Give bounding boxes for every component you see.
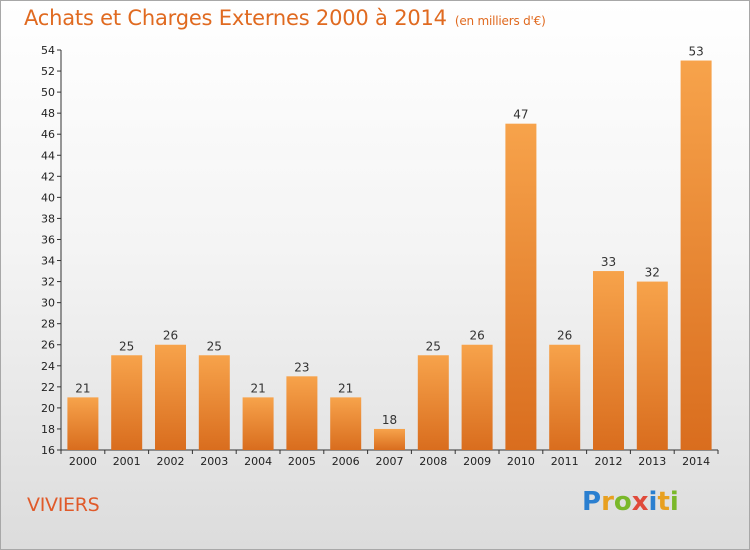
- bar-value-label: 18: [382, 413, 397, 427]
- x-tick-label: 2009: [463, 455, 491, 468]
- chart-title: Achats et Charges Externes 2000 à 2014 (e…: [24, 6, 546, 30]
- x-tick-label: 2014: [682, 455, 710, 468]
- logo-letter: x: [631, 487, 649, 517]
- y-tick-label: 16: [41, 444, 55, 457]
- x-tick-label: 2002: [157, 455, 185, 468]
- bar: [242, 397, 274, 450]
- bar-value-label: 32: [645, 266, 660, 280]
- bar: [680, 60, 712, 451]
- bar-value-label: 21: [338, 381, 353, 395]
- y-tick-label: 30: [41, 297, 55, 310]
- proxiti-logo[interactable]: Proxiti: [582, 487, 679, 517]
- bar-value-label: 33: [601, 255, 616, 269]
- logo-letter: o: [613, 487, 632, 517]
- x-tick-label: 2008: [419, 455, 447, 468]
- y-tick-label: 34: [41, 255, 55, 268]
- x-tick-label: 2004: [244, 455, 272, 468]
- logo-letter: i: [648, 487, 658, 517]
- bar: [374, 428, 405, 450]
- y-tick-label: 24: [41, 360, 55, 373]
- bar: [155, 344, 186, 450]
- bar-value-label: 26: [557, 329, 572, 343]
- y-tick-label: 28: [41, 318, 55, 331]
- bar: [636, 281, 668, 450]
- y-tick-label: 38: [41, 212, 55, 225]
- y-tick-label: 54: [41, 44, 55, 57]
- y-tick-label: 44: [41, 149, 55, 162]
- logo-letter: t: [657, 487, 670, 517]
- x-tick-label: 2010: [507, 455, 535, 468]
- bar: [505, 123, 537, 451]
- x-tick-label: 2001: [113, 455, 141, 468]
- y-tick-label: 22: [41, 381, 55, 394]
- bar: [111, 355, 143, 450]
- bar: [549, 344, 581, 450]
- logo-letter: r: [601, 487, 614, 517]
- logo-letter: i: [669, 487, 679, 517]
- y-tick-label: 20: [41, 402, 55, 415]
- bar: [67, 397, 99, 450]
- x-tick-label: 2011: [551, 455, 579, 468]
- y-tick-label: 42: [41, 170, 55, 183]
- y-tick-label: 40: [41, 191, 55, 204]
- city-name: VIVIERS: [27, 494, 100, 516]
- chart-title-text: Achats et Charges Externes 2000 à 2014: [24, 6, 447, 30]
- bar: [417, 355, 449, 450]
- y-tick-label: 48: [41, 107, 55, 120]
- bars: 21 25 26 25 21 23 21 18 25 26 47 26 33 32 53: [67, 45, 712, 451]
- logo-letter: P: [582, 487, 602, 517]
- chart-unit: (en milliers d'€): [454, 14, 546, 28]
- x-tick-label: 2003: [200, 455, 228, 468]
- bar-value-label: 25: [426, 339, 441, 353]
- x-tick-label: 2006: [332, 455, 360, 468]
- bar-value-label: 21: [75, 381, 90, 395]
- bar-value-label: 47: [513, 108, 528, 122]
- x-tick-label: 2012: [595, 455, 623, 468]
- bar-value-label: 21: [250, 381, 265, 395]
- y-tick-label: 52: [41, 65, 55, 78]
- bar-value-label: 23: [294, 360, 309, 374]
- bar-value-label: 25: [119, 339, 134, 353]
- bar: [461, 344, 493, 450]
- bar-value-label: 25: [207, 339, 222, 353]
- y-tick-label: 18: [41, 423, 55, 436]
- x-tick-label: 2013: [638, 455, 666, 468]
- x-tick-label: 2005: [288, 455, 316, 468]
- bar: [330, 397, 362, 450]
- y-tick-label: 26: [41, 339, 55, 352]
- y-tick-label: 36: [41, 233, 55, 246]
- x-tick-label: 2007: [376, 455, 404, 468]
- bar-value-label: 26: [163, 329, 178, 343]
- y-tick-label: 32: [41, 276, 55, 289]
- bar: [593, 271, 624, 450]
- bar: [198, 355, 230, 450]
- bar: [286, 376, 318, 450]
- y-tick-label: 50: [41, 86, 55, 99]
- bar-value-label: 26: [469, 329, 484, 343]
- x-tick-label: 2000: [69, 455, 97, 468]
- bar-value-label: 53: [688, 45, 703, 59]
- y-tick-label: 46: [41, 128, 55, 141]
